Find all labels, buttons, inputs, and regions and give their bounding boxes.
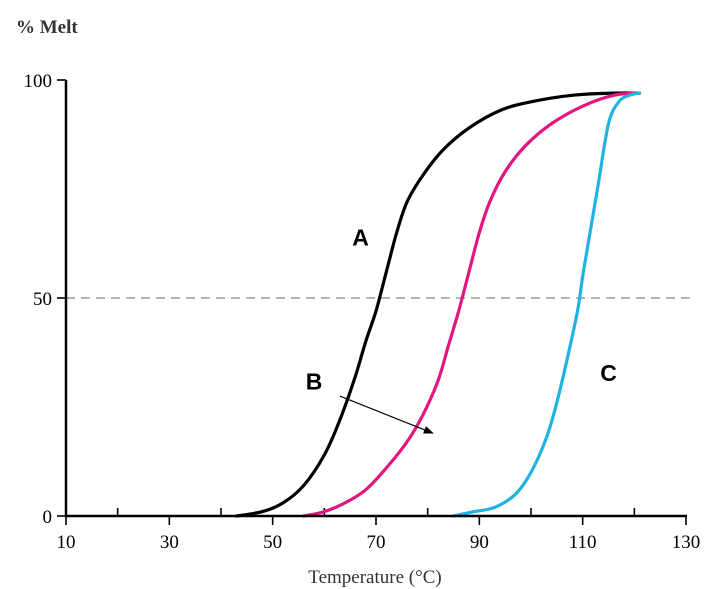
x-tick-label: 50 xyxy=(263,532,282,553)
axis-ticks: 10 30 50 70 90 110 130 0 50 100 xyxy=(24,71,701,553)
series-curves xyxy=(234,91,642,518)
curve-label-c: C xyxy=(600,360,617,386)
y-tick-label: 0 xyxy=(43,507,53,528)
y-tick-label: 50 xyxy=(33,289,52,310)
x-tick-label: 30 xyxy=(160,532,179,553)
curve-label-b: B xyxy=(306,369,323,395)
annotation-arrow xyxy=(339,395,434,434)
series-line-a xyxy=(234,91,642,518)
x-tick-label: 70 xyxy=(367,532,386,553)
y-axis-label: % Melt xyxy=(16,17,78,38)
x-tick-label: 130 xyxy=(672,532,701,553)
x-tick-label: 10 xyxy=(57,532,76,553)
y-tick-label: 100 xyxy=(24,71,53,92)
x-tick-label: 90 xyxy=(470,532,489,553)
series-line-c xyxy=(451,91,642,518)
x-tick-label: 110 xyxy=(569,532,597,553)
x-axis-label: Temperature (°C) xyxy=(308,567,441,588)
curve-label-a: A xyxy=(352,225,369,251)
curve-labels: A B C xyxy=(306,225,617,395)
series-line-b xyxy=(302,91,642,518)
